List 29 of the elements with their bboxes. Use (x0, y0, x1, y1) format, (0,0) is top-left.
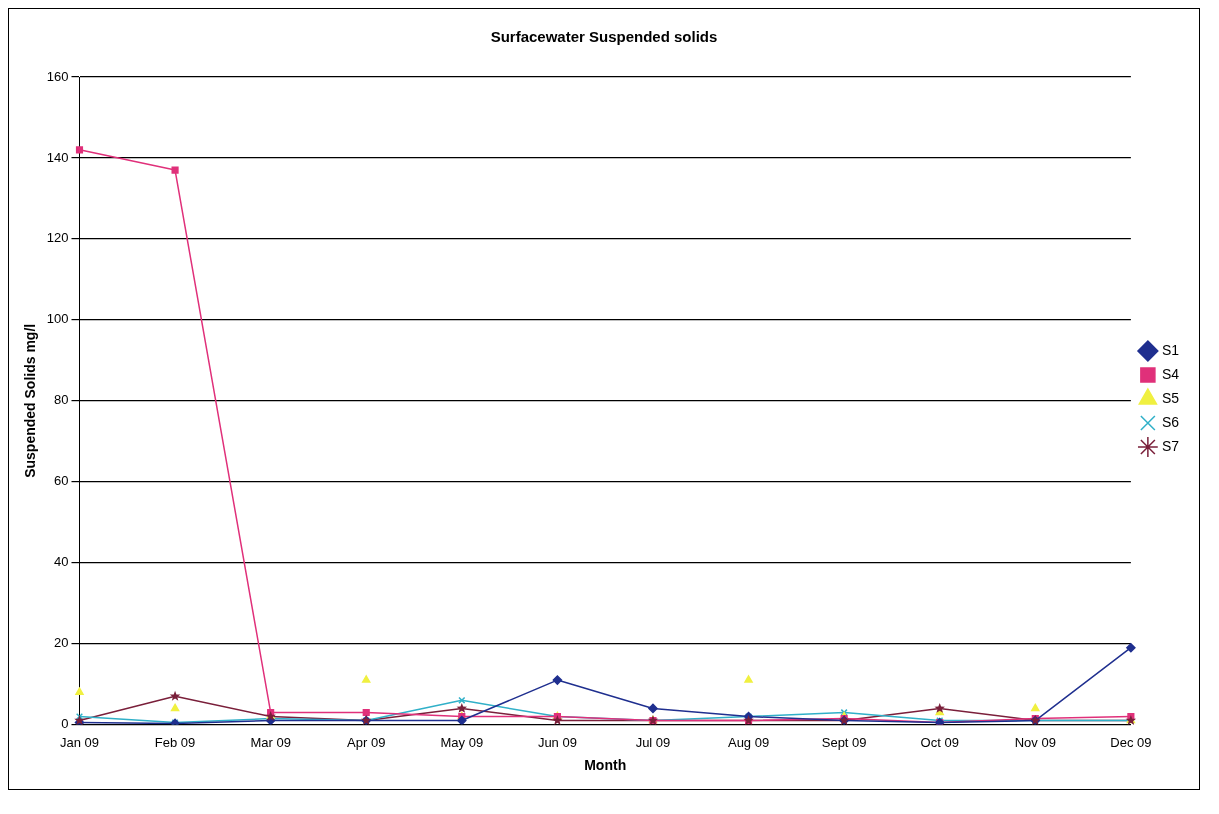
legend-label: S5 (1161, 389, 1180, 406)
x-tick-label: Nov 09 (1014, 734, 1056, 750)
y-axis-title: Suspended Solids mg/l (22, 323, 39, 478)
x-tick-label: May 09 (440, 734, 484, 750)
y-tick-label: 160 (46, 68, 69, 84)
y-tick-label: 40 (54, 554, 69, 570)
x-tick-label: Aug 09 (727, 734, 770, 750)
x-tick-label: Dec 09 (1110, 734, 1152, 750)
y-tick-label: 20 (54, 635, 69, 651)
x-tick-label: Oct 09 (920, 734, 959, 750)
x-tick-label: Feb 09 (154, 734, 196, 750)
y-tick-label: 60 (54, 473, 69, 489)
y-tick-label: 80 (54, 392, 69, 408)
x-tick-label: Jun 09 (537, 734, 577, 750)
legend-label: S4 (1161, 365, 1180, 382)
y-tick-label: 100 (46, 311, 69, 327)
x-tick-label: Jul 09 (635, 734, 671, 750)
chart-title: Surfacewater Suspended solids (490, 28, 718, 46)
legend-label: S6 (1161, 413, 1180, 430)
y-tick-label: 120 (46, 230, 69, 246)
x-tick-label: Mar 09 (250, 734, 291, 750)
x-axis-title: Month (584, 757, 627, 774)
x-tick-label: Apr 09 (347, 734, 386, 750)
legend-label: S1 (1161, 341, 1180, 358)
legend-label: S7 (1161, 437, 1180, 454)
x-tick-label: Jan 09 (59, 734, 100, 750)
y-tick-label: 140 (46, 149, 69, 165)
y-tick-label: 0 (61, 716, 69, 732)
x-tick-label: Sept 09 (821, 734, 867, 750)
